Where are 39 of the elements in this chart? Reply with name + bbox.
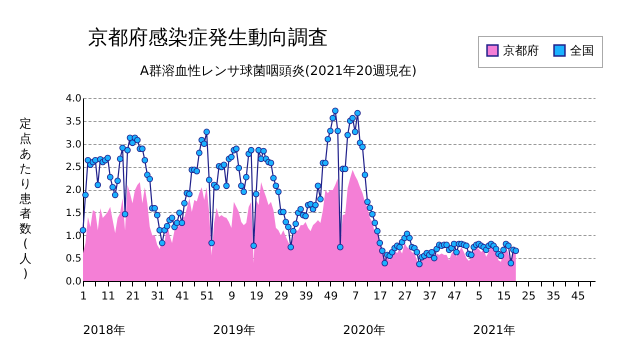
x-tick-label: 29 (274, 290, 288, 302)
x-tick-label: 7 (352, 290, 360, 302)
text: 2020年 (343, 322, 386, 339)
y-tick-label: 3.5 (66, 116, 82, 128)
y-tick-label: 2.0 (66, 185, 82, 196)
x-tick-label: 39 (299, 290, 314, 302)
x-tick-label: 25 (522, 290, 536, 302)
x-tick-label: 15 (496, 290, 511, 302)
chart-subtitle: A群溶血性レンサ球菌咽頭炎(2021年20週現在) (140, 63, 417, 80)
y-tick-label: 4.0 (66, 94, 82, 104)
x-tick-label: 11 (101, 290, 116, 302)
y-tick-label: 1.0 (66, 230, 82, 242)
x-tick-label: 27 (398, 290, 412, 302)
legend-label: 京都府 (503, 44, 539, 58)
text: 2019年 (213, 322, 256, 339)
x-tick-label: 49 (324, 290, 338, 302)
x-tick-label: 21 (126, 290, 140, 302)
chart-title: 京都府感染症発生動向調査 (88, 24, 328, 51)
x-tick-label: 51 (200, 290, 214, 302)
y-tick-label: 1.5 (66, 208, 82, 219)
x-tick-label: 37 (422, 290, 437, 302)
y-tick-label: 3.0 (66, 139, 82, 150)
y-tick-label: 2.5 (66, 162, 82, 174)
x-tick-label: 47 (448, 290, 462, 302)
x-tick-label: 9 (228, 290, 236, 302)
x-tick-label: 17 (373, 290, 388, 302)
y-tick-label: 0.0 (66, 276, 82, 288)
x-tick-label: 19 (250, 290, 264, 302)
text: 2018年 (83, 322, 126, 339)
text: 定点あたり患者数(人) (20, 116, 32, 280)
x-tick-label: 1 (80, 290, 87, 302)
x-tick-label: 35 (546, 290, 560, 302)
x-tick-label: 31 (150, 290, 165, 302)
x-tick-label: 41 (175, 290, 190, 302)
y-tick-label: 0.5 (66, 254, 82, 265)
x-tick-label: 5 (476, 290, 483, 302)
text: 2021年 (473, 322, 516, 339)
x-tick-label: 45 (571, 290, 586, 302)
legend-label: 全国 (570, 44, 594, 58)
